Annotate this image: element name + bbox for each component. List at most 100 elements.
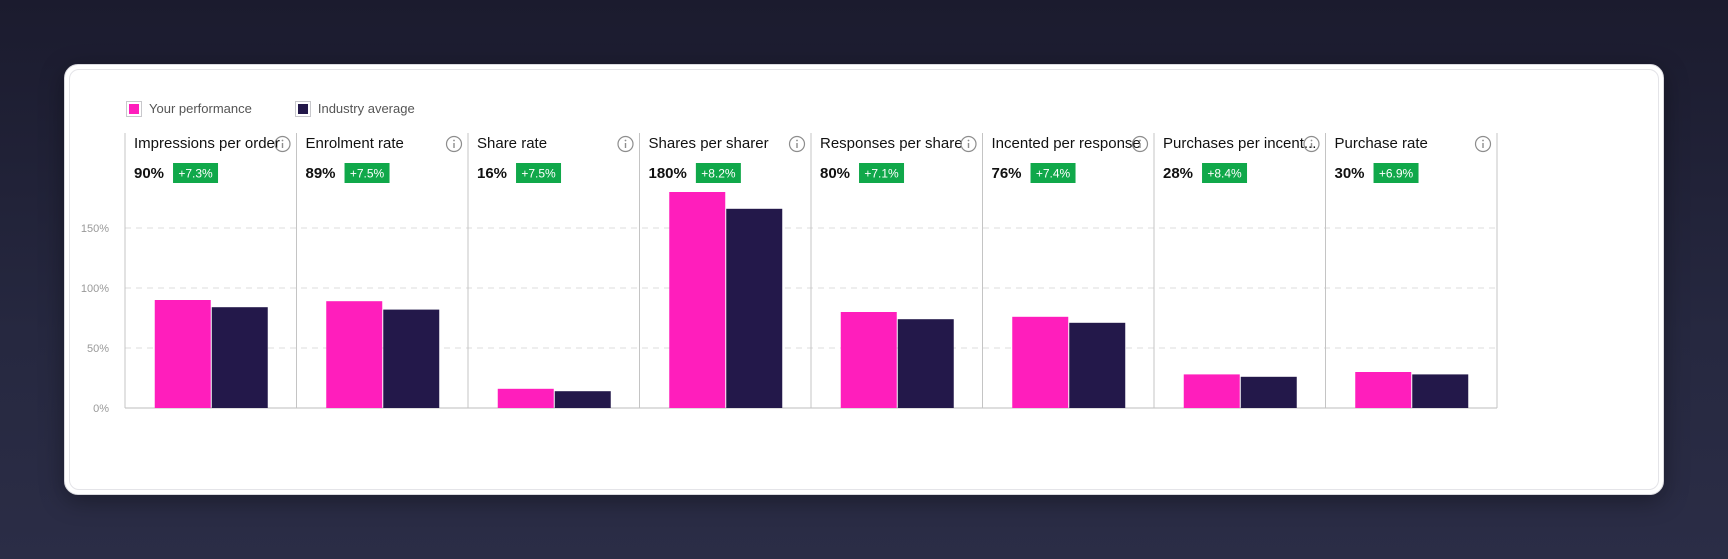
delta-badge: +7.1%	[859, 163, 905, 183]
legend-swatch-industry-average	[294, 100, 311, 117]
info-icon[interactable]	[960, 135, 977, 153]
info-icon[interactable]	[274, 135, 291, 153]
bar-your-performance	[669, 192, 726, 408]
legend-swatch-your-performance	[126, 100, 142, 117]
delta-badge-text: +7.4%	[1036, 167, 1071, 181]
info-icon-dot	[1139, 139, 1141, 142]
panel-value: 80%	[820, 165, 850, 182]
info-icon-dot	[1482, 139, 1484, 142]
panel-title: Enrolment rate	[306, 135, 404, 152]
bar-industry-average	[554, 391, 611, 408]
y-tick-label-150: 150%	[81, 223, 109, 235]
info-icon-dot	[1310, 139, 1313, 142]
bar-industry-average	[1240, 376, 1297, 408]
panel-5: Responses per share 80% +7.1%	[810, 133, 977, 408]
info-icon[interactable]	[445, 135, 463, 153]
delta-badge: +7.4%	[1030, 163, 1076, 183]
panel-value: 180%	[649, 165, 687, 182]
info-icon-circle	[1303, 135, 1320, 153]
bar-industry-average	[726, 208, 783, 408]
bar-industry-average	[897, 319, 954, 408]
info-icon-circle	[960, 135, 977, 153]
delta-badge: +8.2%	[695, 163, 741, 183]
info-icon-circle	[445, 135, 463, 153]
delta-badge-bg	[695, 163, 741, 183]
delta-badge-bg	[173, 163, 219, 183]
panel-title: Shares per sharer	[649, 135, 769, 152]
bar-your-performance	[840, 312, 897, 408]
legend-item-industry-average[interactable]: Industry average	[294, 100, 415, 117]
info-icon[interactable]	[617, 135, 634, 153]
info-icon-dot	[624, 139, 627, 142]
delta-badge: +6.9%	[1373, 163, 1419, 183]
delta-badge-bg	[516, 163, 562, 183]
legend-label-industry-average: Industry average	[317, 101, 415, 116]
y-tick-label-100: 100%	[81, 283, 109, 295]
legend-label-your-performance: Your performance	[149, 101, 252, 116]
panel-title: Share rate	[477, 135, 547, 152]
bar-your-performance	[1355, 372, 1412, 408]
delta-badge-text: +8.2%	[701, 167, 736, 181]
delta-badge-text: +7.5%	[521, 167, 556, 181]
legend: Your performance Industry average	[126, 100, 415, 117]
panel-value: 90%	[134, 165, 164, 182]
info-icon[interactable]	[788, 135, 806, 153]
info-icon-circle	[1474, 135, 1492, 153]
panel-8: Purchase rate 30% +6.9%	[1325, 133, 1492, 408]
y-tick-label-50: 50%	[87, 343, 109, 355]
bar-your-performance	[154, 300, 211, 408]
bar-industry-average	[383, 309, 440, 408]
card-inner-border	[69, 69, 1659, 490]
delta-badge-bg	[1030, 163, 1076, 183]
info-icon[interactable]	[1303, 135, 1320, 153]
panel-value: 89%	[306, 165, 336, 182]
info-icon-dot	[453, 139, 455, 142]
delta-badge-bg	[1373, 163, 1419, 183]
delta-badge-text: +7.5%	[350, 167, 385, 181]
panel-4: Shares per sharer 180% +8.2%	[639, 133, 806, 408]
bar-chart: 0% 50% 100% 150% Impressions per order 90% +7.…	[81, 133, 1498, 415]
panel-value: 28%	[1163, 165, 1193, 182]
bar-industry-average	[1412, 374, 1469, 408]
panel-title: Purchase rate	[1335, 135, 1428, 152]
bar-your-performance	[1012, 316, 1069, 408]
chart-card: Your performance Industry average 0% 50% 1…	[64, 64, 1664, 495]
panel-title: Incented per response	[992, 135, 1141, 152]
panel-3: Share rate 16% +7.5%	[467, 133, 634, 408]
delta-badge-bg	[859, 163, 905, 183]
bar-your-performance	[326, 301, 383, 408]
info-icon-circle	[617, 135, 634, 153]
delta-badge: +7.5%	[344, 163, 390, 183]
panel-title: Responses per share	[820, 135, 963, 152]
panel-title: Purchases per incent...	[1163, 135, 1316, 152]
delta-badge: +7.3%	[173, 163, 219, 183]
bar-your-performance	[1183, 374, 1240, 408]
info-icon-circle	[274, 135, 291, 153]
delta-badge-text: +8.4%	[1207, 167, 1242, 181]
y-tick-label-0: 0%	[93, 403, 109, 415]
bar-industry-average	[211, 307, 268, 408]
delta-badge-text: +7.1%	[864, 167, 899, 181]
panel-1: Impressions per order 90% +7.3%	[124, 133, 291, 408]
bar-your-performance	[497, 388, 554, 408]
delta-badge-bg	[1202, 163, 1248, 183]
info-icon-dot	[967, 139, 970, 142]
info-icon-dot	[796, 139, 798, 142]
bar-industry-average	[1069, 322, 1126, 408]
panel-value: 76%	[992, 165, 1022, 182]
info-icon-circle	[1131, 135, 1149, 153]
info-icon-circle	[788, 135, 806, 153]
panel-6: Incented per response 76% +7.4%	[982, 133, 1149, 408]
info-icon-dot	[281, 139, 284, 142]
legend-item-your-performance[interactable]: Your performance	[126, 100, 252, 117]
delta-badge-text: +7.3%	[178, 167, 213, 181]
delta-badge-bg	[344, 163, 390, 183]
panel-title: Impressions per order	[134, 135, 280, 152]
panel-2: Enrolment rate 89% +7.5%	[296, 133, 463, 408]
panel-7: Purchases per incent... 28% +8.4%	[1153, 133, 1320, 408]
panel-value: 30%	[1335, 165, 1365, 182]
info-icon[interactable]	[1474, 135, 1492, 153]
delta-badge: +8.4%	[1202, 163, 1248, 183]
delta-badge: +7.5%	[516, 163, 562, 183]
info-icon[interactable]	[1131, 135, 1149, 153]
